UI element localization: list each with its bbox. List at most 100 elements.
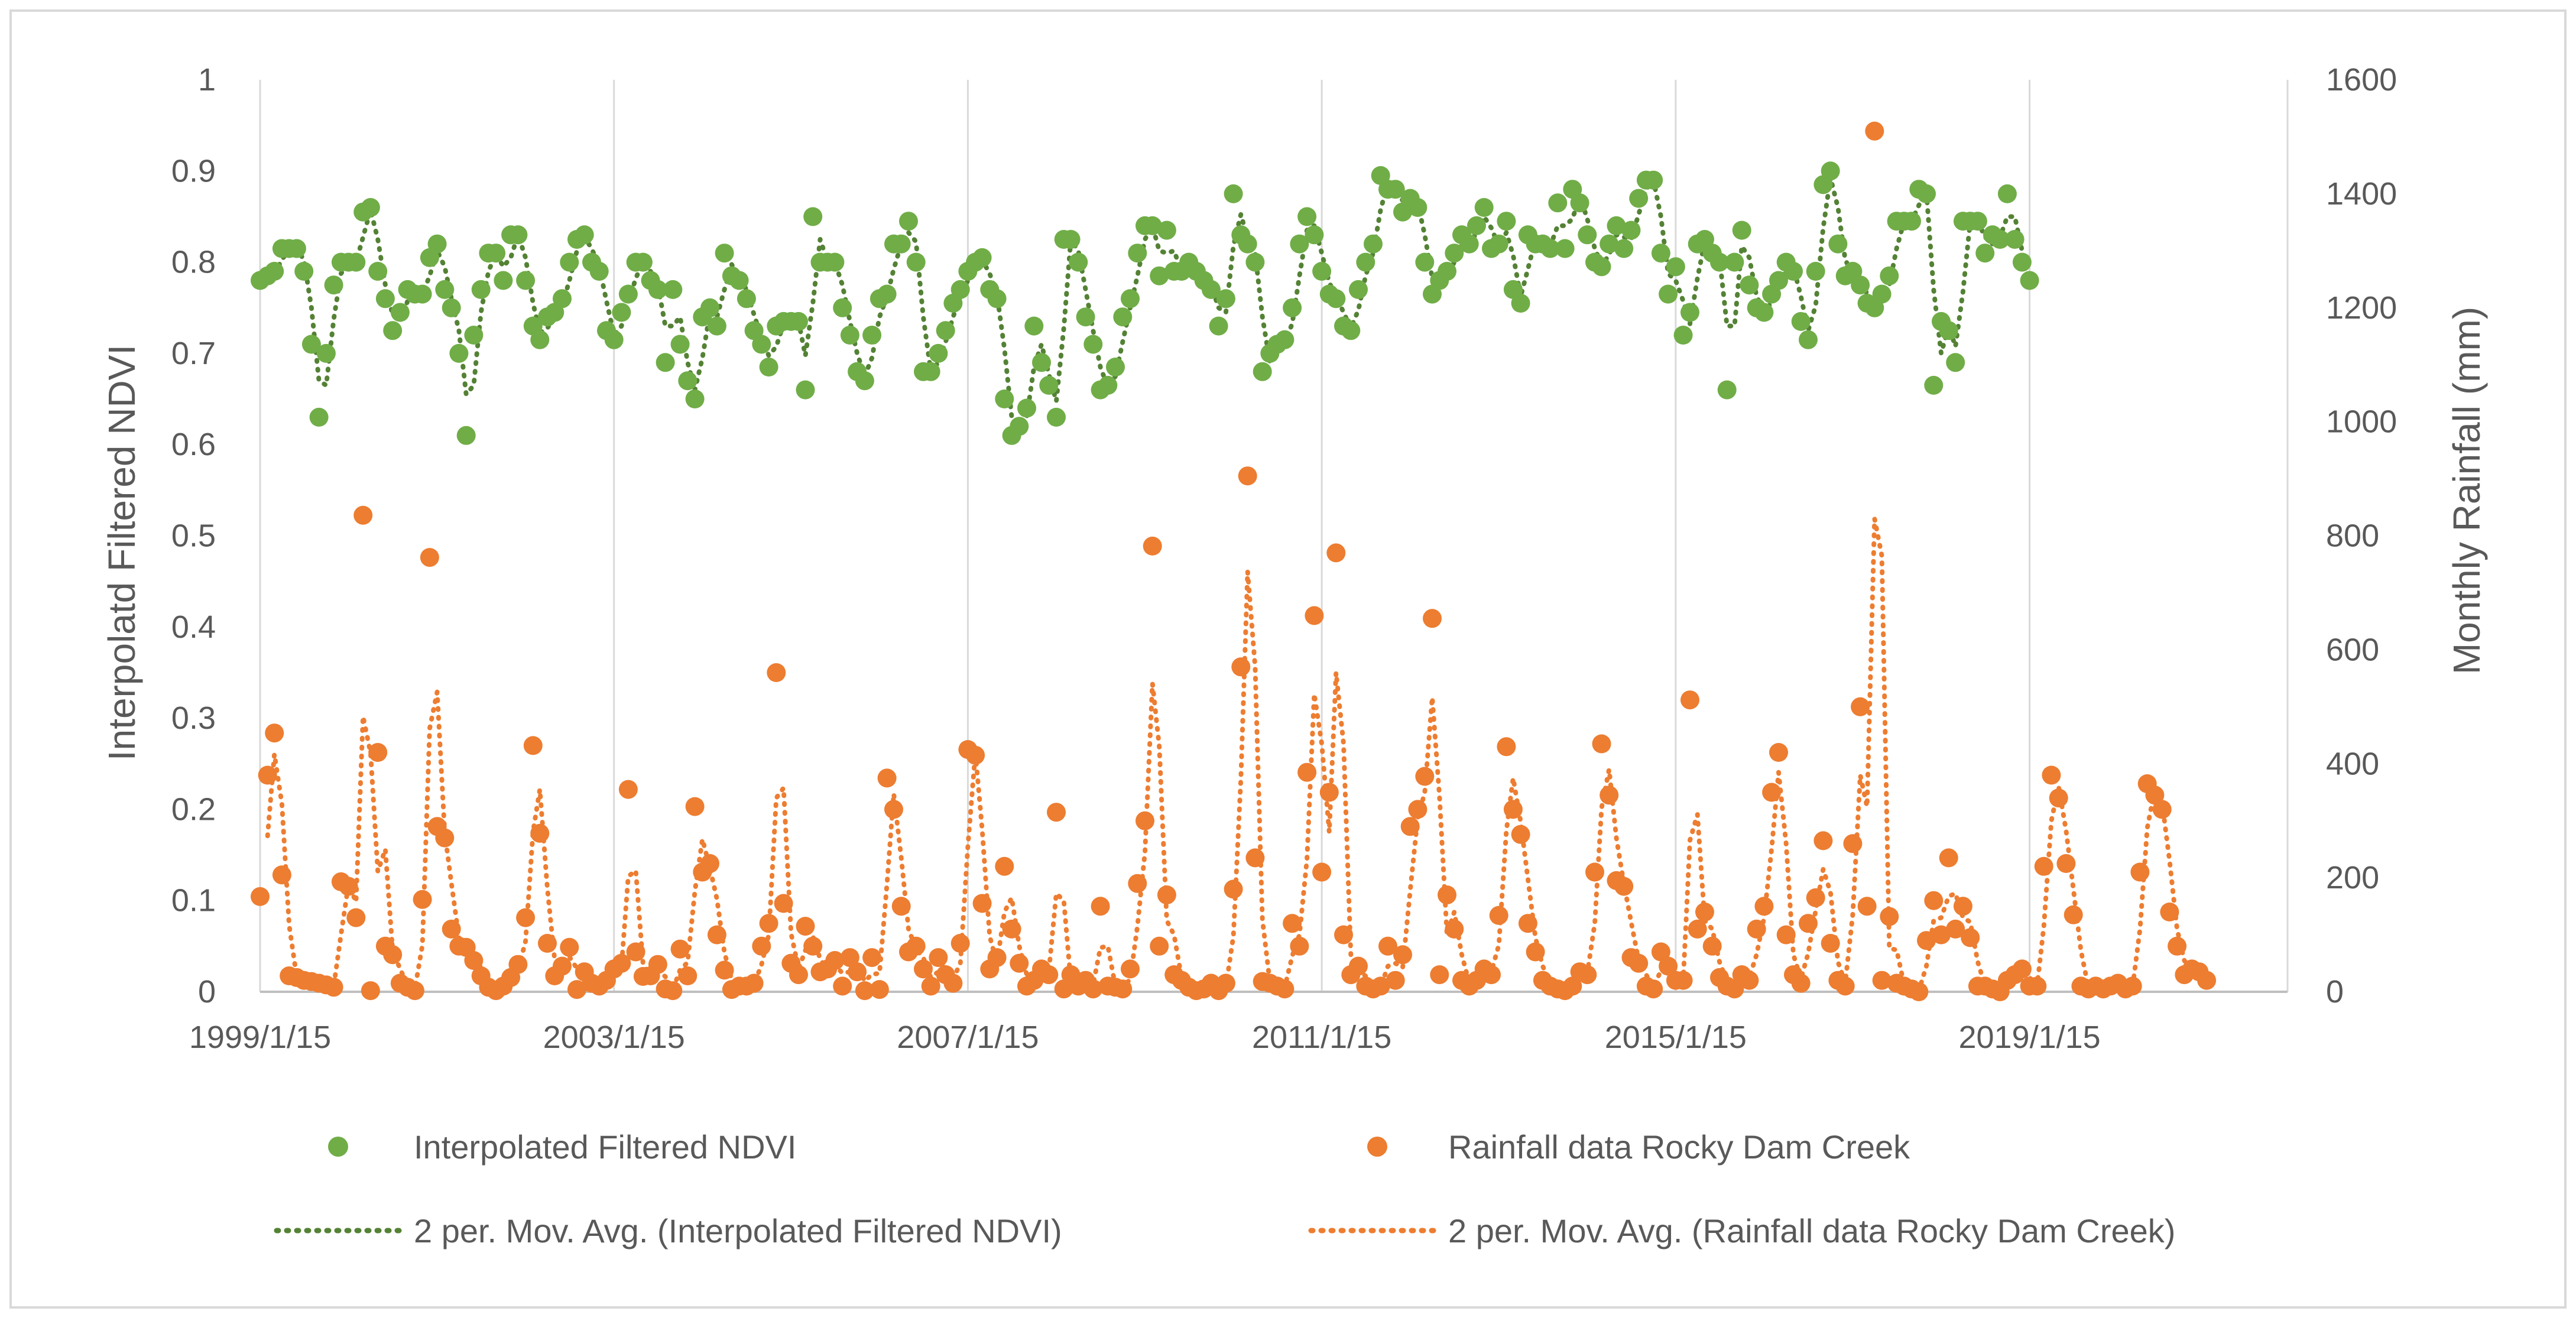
ndvi-point: [1121, 289, 1140, 309]
ndvi-point: [1548, 193, 1568, 213]
rainfall-point: [1592, 734, 1611, 754]
rainfall-point: [1312, 862, 1332, 882]
rainfall-point: [2012, 959, 2032, 979]
y-axis-right-title: Monthly Rainfall (mm): [2445, 307, 2488, 674]
ndvi-point: [294, 262, 314, 281]
ndvi-point: [891, 234, 911, 254]
y-axis-left-title: Interpolatd Filtered NDVI: [100, 345, 143, 761]
ndvi-point: [1283, 298, 1302, 317]
ndvi-point: [1061, 230, 1081, 249]
rainfall-point: [943, 973, 963, 993]
rainfall-point: [862, 948, 882, 968]
ndvi-point: [1216, 289, 1235, 309]
ndvi-point: [1799, 330, 1818, 349]
ndvi-point: [287, 239, 306, 258]
ndvi-point: [950, 280, 970, 299]
rainfall-point: [339, 877, 358, 896]
rainfall-point: [877, 768, 897, 788]
rainfall-point: [1865, 121, 1884, 141]
ndvi-point: [1312, 262, 1332, 281]
rainfall-point: [1326, 543, 1346, 563]
legend-ndvi-trend-label: 2 per. Mov. Avg. (Interpolated Filtered …: [414, 1212, 1062, 1249]
rainfall-point: [1408, 800, 1427, 819]
ndvi-point: [1600, 234, 1619, 254]
rainfall-point: [1754, 897, 1774, 916]
rainfall-point: [884, 800, 903, 819]
rainfall-point: [678, 966, 697, 985]
ndvi-point: [1356, 252, 1375, 272]
legend-ndvi-label: Interpolated Filtered NDVI: [414, 1128, 796, 1166]
rainfall-point: [1909, 982, 1929, 1001]
ndvi-point: [1459, 234, 1479, 254]
y-left-tick-label: 0.1: [171, 883, 216, 918]
ndvi-point: [921, 362, 940, 381]
rainfall-point: [848, 962, 867, 982]
ndvi-point: [1209, 316, 1228, 336]
ndvi-point: [1939, 321, 1958, 340]
rainfall-point: [1231, 657, 1251, 677]
rainfall-point: [1489, 905, 1508, 925]
ndvi-point: [2012, 252, 2032, 272]
legend-rain-label: Rainfall data Rocky Dam Creek: [1448, 1128, 1910, 1166]
ndvi-point: [1851, 275, 1870, 295]
rainfall-point: [1128, 874, 1147, 893]
rainfall-point: [1047, 803, 1066, 822]
ndvi-point: [1806, 262, 1825, 281]
rainfall-point: [1445, 919, 1464, 939]
ndvi-point: [316, 343, 336, 363]
rainfall-point: [530, 823, 550, 843]
x-tick-label: 2019/1/15: [1958, 1020, 2100, 1055]
ndvi-point: [1467, 216, 1486, 235]
ndvi-point: [1592, 257, 1611, 277]
ndvi-point: [508, 225, 528, 245]
rainfall-point: [1039, 965, 1059, 985]
rainfall-point: [2042, 765, 2061, 785]
ndvi-point: [1880, 266, 1899, 285]
x-tick-label: 2011/1/15: [1252, 1020, 1391, 1055]
ndvi-point: [1578, 225, 1597, 245]
ndvi-point: [1511, 294, 1530, 313]
ndvi-point: [427, 234, 447, 254]
y-left-tick-label: 0.5: [171, 518, 216, 554]
ndvi-point: [1968, 212, 1987, 231]
ndvi-point: [987, 289, 1007, 309]
ndvi-point: [1143, 216, 1162, 235]
rainfall-point: [2049, 788, 2068, 808]
rainfall-point: [346, 908, 366, 927]
ndvi-point: [1438, 262, 1456, 281]
rainfall-point: [1091, 897, 1110, 916]
ndvi-point: [471, 280, 491, 299]
ndvi-point: [1754, 303, 1774, 322]
rainfall-point: [1415, 767, 1435, 786]
ndvi-point: [929, 343, 948, 363]
rainfall-point: [1393, 945, 1412, 965]
rainfall-point: [1334, 925, 1353, 945]
ndvi-point: [789, 311, 808, 331]
ndvi-point: [1474, 198, 1494, 217]
rainfall-point: [663, 981, 683, 1001]
ndvi-point: [1364, 234, 1383, 254]
ndvi-point: [796, 380, 815, 400]
ndvi-point: [1710, 252, 1729, 272]
ndvi-point: [464, 326, 484, 345]
ndvi-point: [685, 390, 705, 408]
ndvi-point: [1128, 244, 1147, 263]
rainfall-point: [950, 934, 970, 953]
rainfall-point: [2197, 971, 2217, 990]
rainfall-point: [1238, 466, 1257, 486]
rainfall-point: [796, 917, 815, 936]
legend-rain-marker: [1367, 1137, 1387, 1157]
ndvi-point: [516, 271, 536, 290]
rainfall-point: [1799, 914, 1818, 933]
ndvi-point: [1386, 180, 1405, 199]
ndvi-point: [670, 335, 690, 354]
rainfall-point: [2056, 854, 2076, 873]
ndvi-point: [2005, 230, 2025, 249]
rainfall-point: [1497, 737, 1516, 757]
rainfall-point: [707, 925, 726, 945]
ndvi-point: [1659, 284, 1678, 304]
rainfall-point: [1157, 885, 1176, 905]
ndvi-point: [1872, 284, 1892, 304]
rainfall-point: [906, 936, 926, 956]
rainfall-point: [1245, 848, 1265, 868]
